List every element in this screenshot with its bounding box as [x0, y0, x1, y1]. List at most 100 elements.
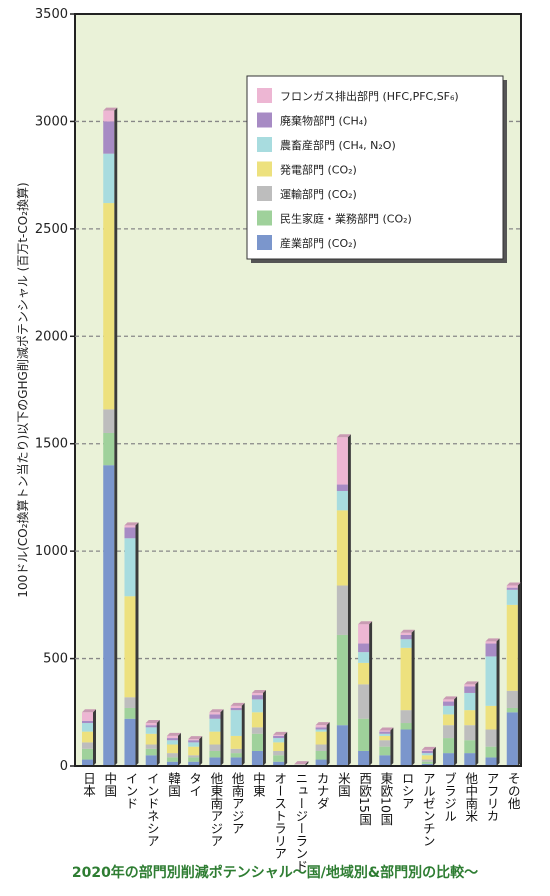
bar-segment — [336, 510, 348, 586]
legend-label: 廃棄物部門 (CH₄) — [280, 114, 367, 128]
bar-3d-side — [135, 522, 139, 766]
bar-segment — [166, 753, 178, 758]
bar-segment — [400, 632, 412, 635]
bar-segment — [336, 725, 348, 766]
bar-segment — [145, 744, 157, 749]
bar-segment — [251, 750, 263, 766]
y-tick-label: 2000 — [35, 329, 68, 344]
legend-swatch — [257, 137, 272, 152]
bar-segment — [358, 684, 370, 719]
x-tick-label: 日本 — [81, 772, 96, 798]
bar-3d-top — [251, 689, 266, 693]
bar-3d-side — [177, 732, 181, 766]
bar-segment — [103, 121, 115, 154]
bar-segment — [82, 759, 93, 766]
x-axis-labels: 日本 中国 インド インドネシア 韓国 タイ 他東南アジア 他南アジア 中東 オーストラリア ニュー… — [75, 765, 521, 872]
bar-segment — [230, 748, 242, 754]
bar-segment — [315, 750, 327, 760]
bar-3d-top — [145, 720, 160, 724]
bar-3d-top — [188, 736, 203, 740]
bar-segment — [506, 589, 518, 605]
bar-3d-side — [199, 736, 203, 766]
bar-3d-top — [336, 434, 351, 438]
x-tick-label: アフリカ — [485, 772, 500, 822]
bar-segment — [400, 647, 412, 711]
bar-3d-top — [124, 522, 139, 526]
bar-3d-side — [517, 582, 521, 766]
bar-segment — [379, 746, 391, 756]
bar-3d-top — [315, 722, 330, 726]
legend-swatch — [257, 186, 272, 201]
bar-3d-side — [114, 107, 118, 766]
legend-swatch — [257, 210, 272, 226]
bar-3d-side — [156, 720, 160, 766]
bar-segment — [209, 744, 221, 751]
bar-segment — [124, 718, 136, 766]
bar-segment — [230, 753, 242, 758]
bar-segment — [188, 746, 200, 756]
bar-segment — [82, 748, 93, 760]
bar-3d-top — [379, 727, 394, 731]
bar-segment — [273, 742, 285, 751]
bar-segment — [421, 753, 433, 756]
bar-segment — [230, 710, 242, 736]
bars — [82, 107, 521, 766]
bar-3d-side — [390, 727, 394, 766]
bar-3d-side — [369, 621, 373, 766]
bar-segment — [124, 538, 136, 597]
bar-segment — [421, 749, 433, 751]
bar-segment — [251, 699, 263, 713]
bar-segment — [443, 725, 455, 739]
bar-segment — [315, 744, 327, 751]
bar-segment — [421, 761, 433, 764]
bar-segment — [209, 718, 221, 732]
bar-3d-side — [220, 709, 224, 766]
bar-segment — [485, 705, 497, 730]
x-tick-label: 中東 — [251, 771, 266, 797]
legend-swatch — [257, 112, 272, 128]
bar-segment — [145, 723, 157, 726]
bar-segment — [273, 735, 285, 739]
bar-segment — [166, 757, 178, 762]
bar-segment — [166, 744, 178, 754]
bar-segment — [124, 707, 136, 719]
bar-segment — [400, 710, 412, 724]
legend-swatch — [257, 88, 272, 103]
bar-3d-side — [454, 696, 458, 766]
bar-segment — [82, 742, 93, 749]
bar-segment — [124, 596, 136, 698]
bar-segment — [506, 604, 518, 691]
bar-segment — [315, 759, 327, 766]
y-tick-label: 500 — [43, 652, 68, 667]
y-tick-label: 1000 — [35, 544, 68, 559]
bar-segment — [209, 714, 221, 719]
bar-segment — [103, 110, 115, 122]
bar-segment — [400, 639, 412, 648]
bar-segment — [166, 761, 178, 766]
x-tick-label: ロシア — [400, 772, 415, 810]
bar-segment — [336, 484, 348, 491]
bar-segment — [400, 723, 412, 730]
bar-segment — [82, 731, 93, 743]
bar-segment — [358, 662, 370, 685]
bar-segment — [506, 690, 518, 708]
bar-segment — [485, 656, 497, 706]
bar-segment — [315, 725, 327, 728]
bar-segment — [273, 734, 285, 736]
bar-segment — [166, 738, 178, 741]
bar-segment — [124, 697, 136, 708]
bar-segment — [485, 746, 497, 758]
x-tick-label: 他東南アジア — [208, 772, 223, 847]
bar-3d-top — [485, 638, 500, 642]
x-tick-label: 他中南米 — [463, 772, 478, 822]
bar-segment — [443, 701, 455, 706]
bar-segment — [379, 730, 391, 732]
bar-segment — [145, 725, 157, 728]
bar-3d-top — [443, 696, 458, 700]
bar-3d-side — [284, 731, 288, 766]
y-axis-label: 100ドル(CO₂換算トン当たり)以下のGHG削減ポテンシャル (百万t-CO₂… — [15, 182, 30, 597]
bar-3d-side — [241, 702, 245, 766]
bar-segment — [464, 684, 476, 687]
bar-segment — [251, 692, 263, 696]
x-tick-label: ニュージーランド — [293, 772, 308, 872]
